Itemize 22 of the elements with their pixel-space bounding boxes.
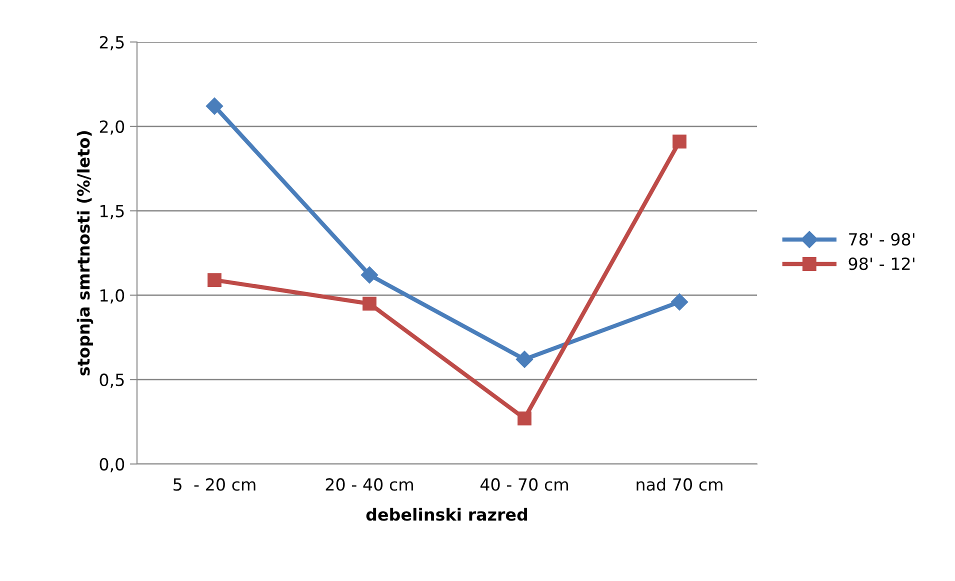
point (206, 98, 224, 115)
y-axis-title: stopnja smrtnosti (%/leto) (76, 131, 94, 376)
x-tick-label: 40 - 70 cm (480, 478, 568, 491)
point (672, 134, 686, 149)
point (360, 266, 378, 284)
point (518, 411, 532, 426)
y-tick-label: 2,5 (100, 36, 124, 50)
legend-label: 98' - 12' (848, 257, 914, 270)
point (208, 273, 222, 287)
y-tick-label: 0,5 (100, 374, 124, 388)
legend-label: 78' - 98' (849, 232, 914, 246)
y-tick-label: 0,0 (100, 458, 124, 472)
y-tick-label: 1,5 (100, 204, 124, 220)
x-tick-label: 5 - 20 cm (174, 478, 256, 491)
point (670, 293, 688, 311)
x-tick-label: nad 70 cm (636, 478, 722, 491)
x-tick-label: 20 - 40 cm (326, 478, 413, 491)
y-tick-label: 2,0 (100, 120, 124, 135)
point (362, 296, 376, 311)
x-axis-title: debelinski razred (366, 508, 528, 521)
point (516, 350, 534, 368)
y-tick-label: 1,0 (100, 289, 124, 304)
